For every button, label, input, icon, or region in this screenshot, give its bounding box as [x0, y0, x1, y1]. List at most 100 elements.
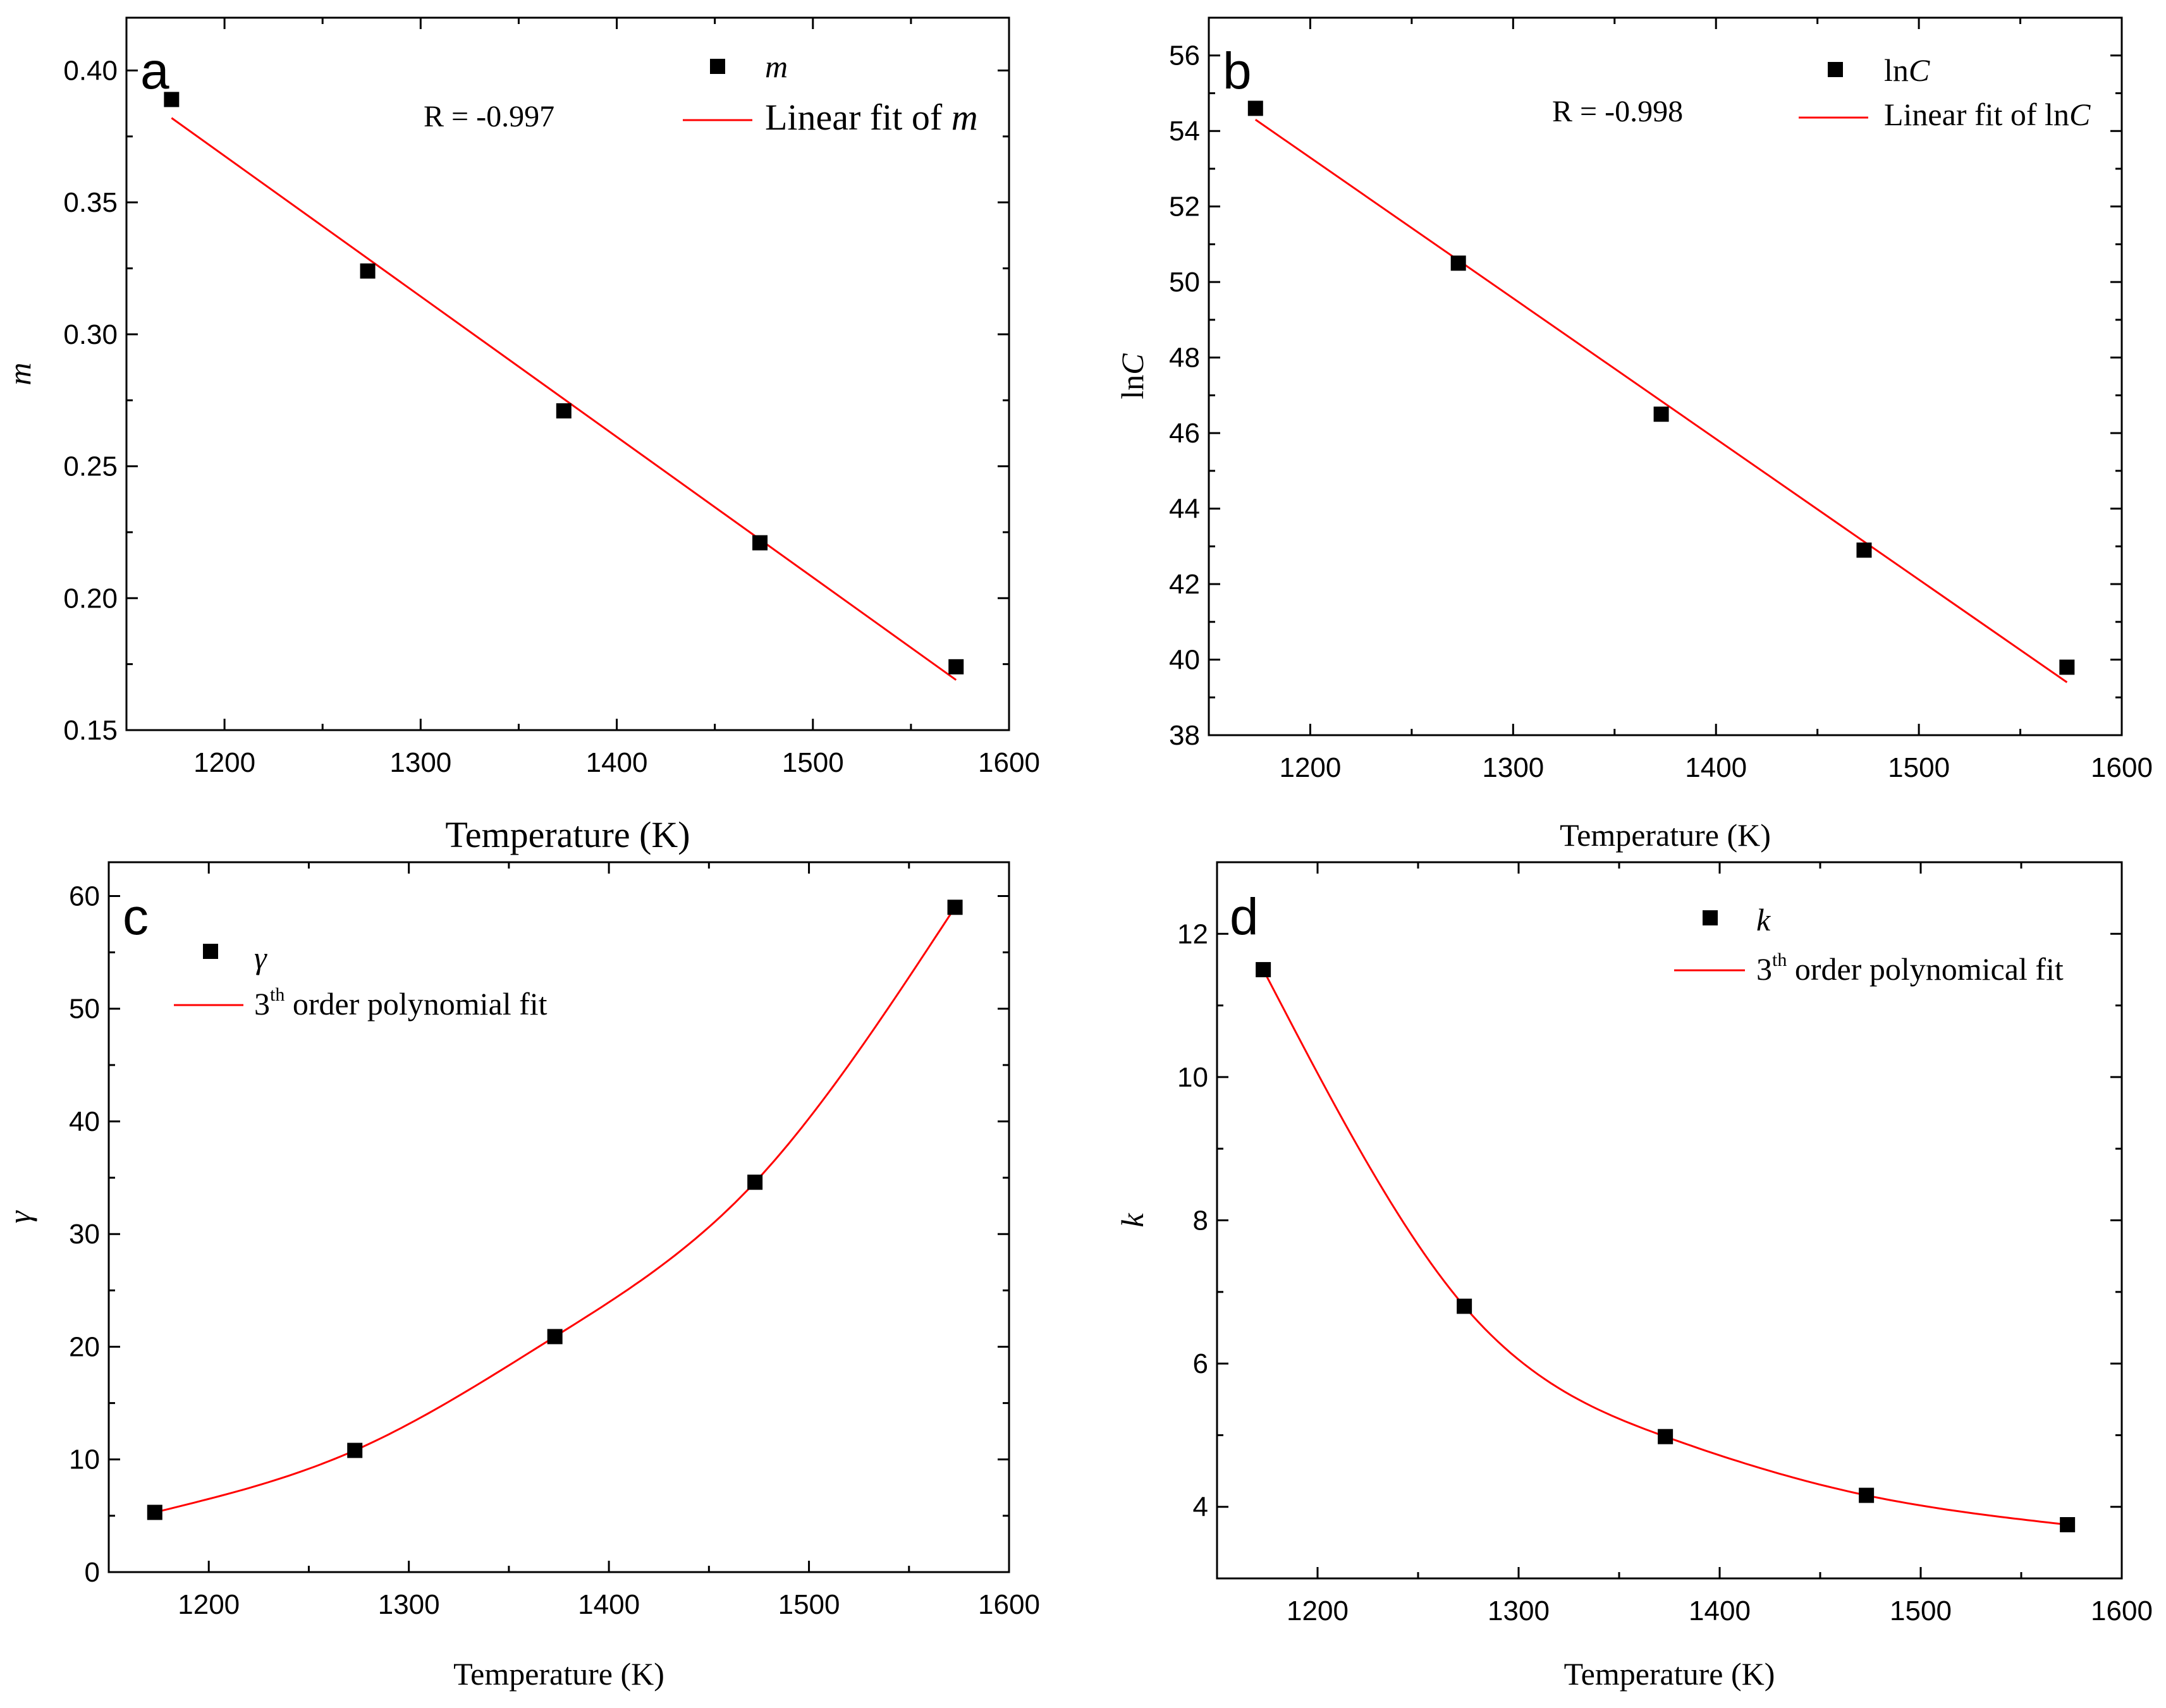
x-tick-label: 1500 — [778, 1589, 840, 1620]
data-point — [2060, 1517, 2076, 1533]
y-tick-label: 0 — [85, 1557, 100, 1588]
y-tick-label: 8 — [1193, 1205, 1208, 1236]
legend-marker-label-var: C — [1909, 52, 1930, 88]
y-tick-label: 56 — [1169, 40, 1200, 71]
legend-marker-label-prefix: ln — [1884, 52, 1909, 88]
legend-fit-label-superscript: th — [270, 984, 285, 1005]
panel-letter: a — [140, 42, 169, 100]
y-tick-label: 50 — [69, 994, 100, 1025]
legend-marker-label: m — [765, 49, 788, 84]
legend-marker-label: lnC — [1884, 52, 1930, 88]
y-axis-title-prefix: ln — [1115, 375, 1150, 400]
data-point — [1856, 542, 1872, 558]
data-point — [164, 92, 180, 107]
y-tick-label: 0.20 — [63, 583, 118, 614]
x-tick-label: 1200 — [1287, 1595, 1349, 1626]
y-tick-label: 0.40 — [63, 55, 118, 86]
x-tick-label: 1500 — [1890, 1595, 1952, 1626]
y-tick-label: 42 — [1169, 569, 1200, 600]
legend-fit-label: 3th order polynomial fit — [254, 984, 548, 1022]
legend-fit-label-text: order polynomial fit — [285, 986, 547, 1022]
plot-frame — [1208, 16, 2123, 736]
data-point — [947, 900, 963, 915]
legend: γ 3th order polynomial fit — [174, 940, 548, 1022]
data-point — [2059, 659, 2075, 675]
legend-fit-label-superscript: th — [1772, 949, 1787, 970]
y-tick-label: 60 — [69, 881, 100, 912]
y-tick-label: 20 — [69, 1331, 100, 1362]
y-tick-label: 46 — [1169, 418, 1200, 449]
fit-line — [171, 117, 957, 681]
data-point — [1658, 1429, 1673, 1444]
legend-fit-label-number: 3 — [1756, 951, 1772, 987]
data-point — [556, 403, 572, 418]
y-axis-title: m — [2, 362, 37, 385]
data-point — [747, 1174, 763, 1190]
legend-fit-label-number: 3 — [254, 986, 270, 1022]
legend-fit-label: 3th order polynomical fit — [1756, 949, 2064, 987]
data-point — [1247, 101, 1263, 116]
x-tick-label: 1600 — [978, 747, 1040, 778]
data-point — [1653, 406, 1669, 422]
y-tick-label: 0.15 — [63, 715, 118, 746]
x-axis-title: Temperature (K) — [1564, 1656, 1775, 1692]
legend-fit-label-prefix: Linear fit of ln — [1884, 97, 2069, 132]
x-axis-title: Temperature (K) — [1560, 817, 1771, 853]
fit-line — [1254, 119, 2068, 683]
y-tick-label: 40 — [1169, 645, 1200, 676]
y-tick-label: 30 — [69, 1219, 100, 1250]
legend-marker-label: k — [1756, 902, 1771, 937]
panel-b: 1200 1300 1400 1500 1600 38 40 42 44 46 48 50 52 54 56… — [1115, 16, 2153, 853]
legend-marker-label: γ — [254, 940, 267, 975]
x-axis-title: Temperature (K) — [453, 1656, 664, 1692]
legend-fit-label-var: m — [951, 97, 978, 138]
x-axis-title: Temperature (K) — [445, 814, 690, 855]
y-tick-label: 6 — [1193, 1348, 1208, 1379]
legend-fit-label-prefix: Linear fit of — [765, 97, 951, 138]
legend-marker — [1828, 62, 1843, 77]
y-tick-label: 54 — [1169, 116, 1200, 147]
x-tick-label: 1500 — [782, 747, 844, 778]
legend-fit-label-var: C — [2069, 97, 2091, 132]
y-tick-label: 4 — [1193, 1492, 1208, 1523]
panel-d: 1200 1300 1400 1500 1600 4 6 8 10 12 d Temperature … — [1115, 861, 2153, 1692]
y-axis-title-var: C — [1115, 353, 1150, 375]
x-tick-label: 1200 — [178, 1589, 240, 1620]
data-point — [1256, 961, 1271, 977]
x-tick-label: 1300 — [378, 1589, 440, 1620]
data-point — [147, 1504, 162, 1520]
x-tick-label: 1600 — [2091, 752, 2153, 783]
y-axis-title: k — [1115, 1213, 1150, 1228]
data-point — [752, 535, 768, 551]
data-point — [948, 659, 964, 674]
panel-letter: b — [1223, 42, 1252, 100]
y-tick-label: 12 — [1177, 918, 1208, 949]
panel-c: 1200 1300 1400 1500 1600 0 10 20 30 40 50 60 c Temper… — [2, 861, 1040, 1692]
y-axis-title: lnC — [1115, 353, 1150, 400]
x-tick-label: 1600 — [978, 1589, 1040, 1620]
x-tick-label: 1400 — [586, 747, 648, 778]
x-tick-label: 1200 — [1279, 752, 1341, 783]
x-tick-label: 1500 — [1888, 752, 1950, 783]
plot-frame — [125, 16, 1010, 731]
legend-marker — [710, 59, 725, 74]
data-point — [1450, 255, 1466, 271]
data-point — [1859, 1487, 1875, 1503]
x-tick-label: 1400 — [1689, 1595, 1751, 1626]
x-tick-label: 1400 — [1685, 752, 1747, 783]
legend-marker — [203, 944, 218, 959]
legend-fit-label: Linear fit of m — [765, 97, 978, 138]
legend-fit-label: Linear fit of lnC — [1884, 97, 2091, 132]
y-tick-label: 38 — [1169, 720, 1200, 751]
x-tick-label: 1600 — [2091, 1595, 2153, 1626]
y-axis-title: γ — [2, 1210, 37, 1223]
plot-frame — [107, 861, 1010, 1573]
correlation-annotation: R = -0.997 — [424, 100, 554, 133]
y-tick-label: 48 — [1169, 343, 1200, 374]
data-point — [547, 1329, 563, 1345]
legend-marker — [1703, 910, 1718, 925]
y-tick-label: 10 — [1177, 1062, 1208, 1093]
